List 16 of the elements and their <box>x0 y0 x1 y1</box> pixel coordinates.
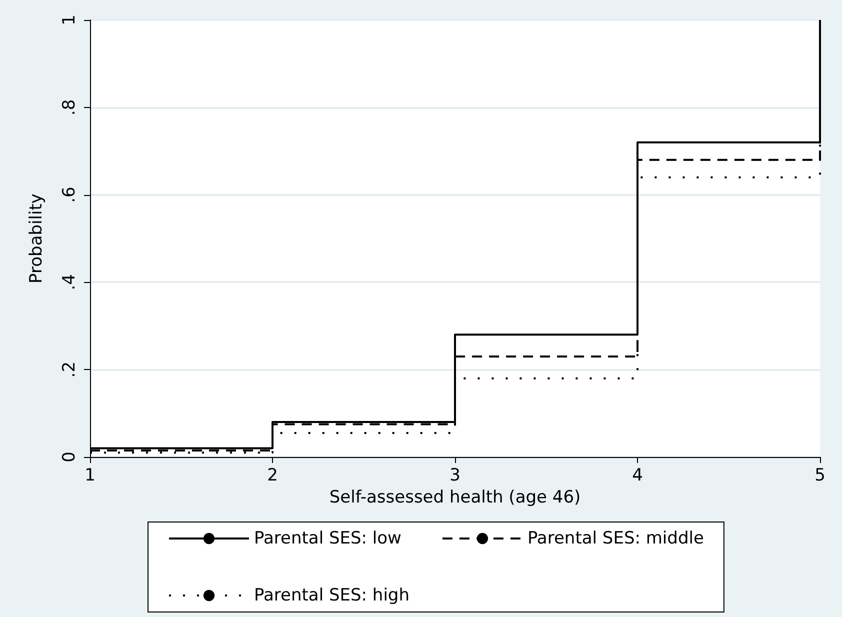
x-axis-title: Self-assessed health (age 46) <box>329 487 581 508</box>
y-tick-label: 0 <box>60 452 80 462</box>
legend-label: Parental SES: middle <box>527 528 704 548</box>
x-tick-label: 4 <box>632 466 643 486</box>
y-axis-title: Probability <box>26 194 46 284</box>
y-tick-label: .2 <box>60 361 80 378</box>
y-tick-label: .6 <box>60 186 80 203</box>
x-tick-label: 5 <box>814 466 826 486</box>
legend-label: Parental SES: low <box>254 528 402 548</box>
x-tick-label: 3 <box>450 466 460 486</box>
legend-label: Parental SES: high <box>254 586 410 606</box>
y-tick-label: 1 <box>60 14 80 26</box>
y-tick-label: .8 <box>60 99 80 116</box>
y-tick-label: .4 <box>60 274 80 290</box>
x-tick-label: 1 <box>84 466 96 486</box>
x-tick-label: 2 <box>267 466 278 486</box>
